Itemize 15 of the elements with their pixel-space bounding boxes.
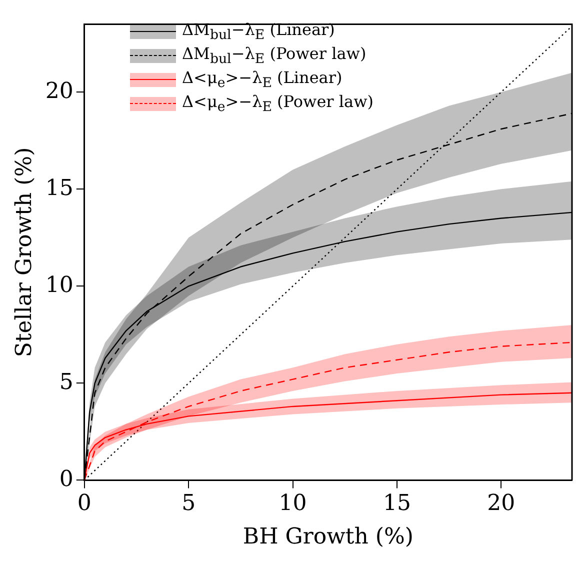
y-tick-label: 0 xyxy=(59,466,74,492)
legend-label: ΔM$_{bul}$−λ$_{E}$ (Power law) xyxy=(182,44,366,68)
y-axis-title: Stellar Growth (%) xyxy=(12,147,37,358)
x-axis-title: BH Growth (%) xyxy=(242,524,414,550)
y-tick-label: 5 xyxy=(59,370,74,395)
x-tick-label: 0 xyxy=(77,491,92,516)
y-tick-label: 15 xyxy=(45,176,74,201)
x-tick-label: 20 xyxy=(487,491,516,516)
x-tick-label: 5 xyxy=(182,491,196,516)
legend-label: Δ<μ$_{e}$>−λ$_{E}$ (Linear) xyxy=(182,68,342,92)
x-tick-label: 10 xyxy=(278,491,307,516)
y-tick-label: 10 xyxy=(45,272,74,298)
legend-label: Δ<μ$_{e}$>−λ$_{E}$ (Power law) xyxy=(182,92,374,116)
x-tick-label: 15 xyxy=(382,491,411,516)
y-tick-label: 20 xyxy=(45,78,74,104)
